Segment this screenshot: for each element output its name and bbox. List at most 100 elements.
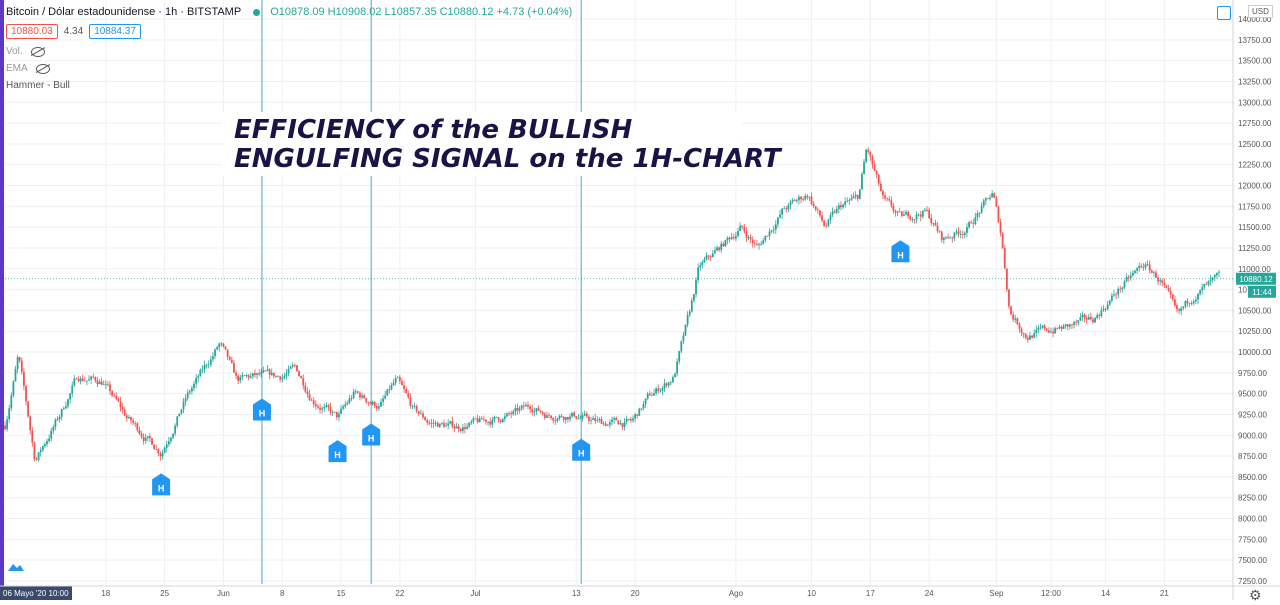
fullscreen-icon[interactable] bbox=[1217, 6, 1231, 20]
candle-body bbox=[174, 425, 177, 434]
x-tick-label: 8 bbox=[280, 589, 285, 598]
candle-body bbox=[81, 378, 84, 381]
candle-body bbox=[48, 438, 51, 442]
candle-body bbox=[258, 373, 261, 375]
candle-body bbox=[62, 408, 65, 410]
candle-body bbox=[718, 247, 721, 250]
candle-body bbox=[795, 200, 798, 202]
gear-icon[interactable]: ⚙ bbox=[1249, 587, 1262, 603]
candle-body bbox=[125, 415, 128, 419]
annotation-line-2: ENGULFING SIGNAL on the 1H-CHART bbox=[234, 144, 781, 174]
y-tick-label: 11500.00 bbox=[1238, 223, 1271, 232]
indicator-volume[interactable]: Vol. bbox=[6, 46, 45, 57]
indicator-ema[interactable]: EMA bbox=[6, 63, 50, 74]
trade-prices: 10880.03 4.34 10884.37 bbox=[6, 24, 141, 39]
candle-body bbox=[924, 209, 926, 211]
candle-body bbox=[128, 417, 130, 419]
candle-body bbox=[31, 430, 34, 443]
candle-body bbox=[69, 393, 72, 400]
y-tick-label: 11250.00 bbox=[1238, 244, 1271, 253]
candle-body bbox=[785, 208, 788, 210]
candle-body bbox=[92, 376, 95, 378]
candle-body bbox=[527, 404, 529, 407]
candle-body bbox=[844, 201, 847, 205]
candle-body bbox=[520, 405, 523, 409]
candle-body bbox=[1115, 294, 1117, 296]
candle-body bbox=[419, 413, 422, 415]
buy-price-button[interactable]: 10884.37 bbox=[89, 24, 141, 39]
candle-body bbox=[52, 426, 55, 431]
hidden-eye-icon[interactable] bbox=[35, 63, 50, 74]
candle-body bbox=[1171, 294, 1174, 300]
candle-body bbox=[1035, 329, 1038, 334]
candle-body bbox=[657, 388, 660, 392]
candle-body bbox=[587, 416, 590, 421]
candle-body bbox=[308, 394, 311, 401]
candle-body bbox=[863, 161, 865, 175]
candle-body bbox=[856, 195, 859, 199]
candle-body bbox=[468, 422, 471, 427]
candle-body bbox=[98, 381, 101, 385]
candle-body bbox=[142, 436, 145, 441]
candle-body bbox=[623, 422, 626, 427]
sell-price-button[interactable]: 10880.03 bbox=[6, 24, 58, 39]
candle-body bbox=[480, 418, 483, 420]
candle-body bbox=[938, 231, 941, 232]
candle-body bbox=[506, 413, 508, 417]
y-tick-label: 12750.00 bbox=[1238, 119, 1272, 128]
candle-body bbox=[756, 243, 758, 246]
candle-body bbox=[491, 419, 494, 425]
candle-body bbox=[163, 447, 166, 453]
indicator-hammer[interactable]: Hammer - Bull bbox=[6, 80, 70, 91]
hidden-eye-icon[interactable] bbox=[30, 46, 45, 57]
candle-body bbox=[974, 217, 977, 224]
candle-body bbox=[415, 405, 418, 412]
candle-body bbox=[449, 421, 452, 424]
candle-body bbox=[714, 250, 716, 254]
candle-body bbox=[846, 200, 849, 202]
candle-body bbox=[212, 356, 214, 360]
candle-body bbox=[1182, 306, 1185, 309]
candle-body bbox=[363, 395, 366, 399]
candle-body bbox=[104, 384, 107, 386]
currency-label[interactable]: USD bbox=[1248, 5, 1273, 18]
candle-body bbox=[854, 195, 857, 197]
signal-marker-label: H bbox=[259, 408, 266, 418]
candle-body bbox=[495, 416, 498, 418]
candle-body bbox=[627, 418, 630, 420]
candle-body bbox=[921, 210, 924, 217]
candle-body bbox=[1068, 324, 1071, 327]
candle-body bbox=[1123, 281, 1126, 288]
candle-body bbox=[915, 214, 918, 220]
candle-body bbox=[485, 419, 487, 422]
candle-body bbox=[457, 426, 460, 429]
candle-body bbox=[848, 199, 851, 201]
signal-marker-label: H bbox=[368, 433, 375, 443]
candle-body bbox=[237, 375, 240, 381]
candle-body bbox=[674, 373, 676, 378]
candle-body bbox=[1014, 318, 1017, 320]
candle-body bbox=[613, 418, 615, 420]
candle-body bbox=[581, 415, 584, 419]
candle-body bbox=[382, 398, 384, 402]
spread-value: 4.34 bbox=[63, 26, 84, 37]
candle-body bbox=[325, 405, 328, 408]
candle-body bbox=[405, 388, 408, 393]
signal-marker bbox=[252, 398, 271, 421]
y-tick-label: 8500.00 bbox=[1238, 473, 1267, 482]
x-tick-label: 15 bbox=[337, 589, 346, 598]
candle-body bbox=[594, 418, 597, 421]
left-edge-bar bbox=[0, 0, 4, 600]
candle-body bbox=[745, 231, 748, 238]
candle-body bbox=[251, 373, 254, 377]
candle-body bbox=[151, 438, 153, 445]
candle-body bbox=[1012, 314, 1015, 320]
candle-body bbox=[453, 426, 456, 429]
candle-body bbox=[571, 412, 573, 417]
symbol-label[interactable]: Bitcoin / Dólar estadounidense · 1h · BI… bbox=[6, 6, 242, 18]
candle-body bbox=[447, 423, 450, 426]
candle-body bbox=[254, 373, 256, 375]
annotation-textbox[interactable]: EFFICIENCY of the BULLISH ENGULFING SIGN… bbox=[222, 112, 781, 176]
